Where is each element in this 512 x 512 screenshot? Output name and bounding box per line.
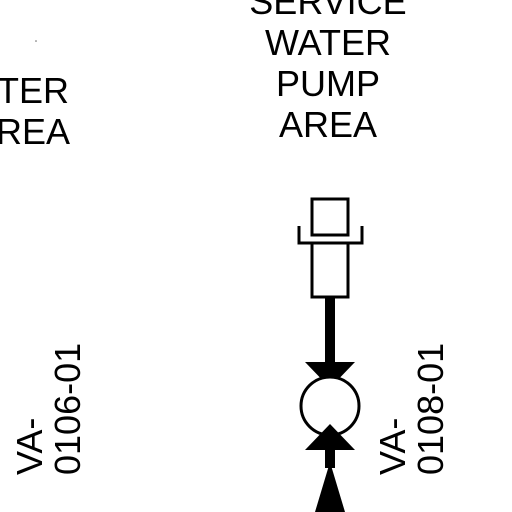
service-water-pump-area-label: SERVICE WATER PUMP AREA <box>228 0 428 145</box>
speck-mark <box>35 40 37 42</box>
actuator-top-box <box>310 197 350 237</box>
area-label-line-4: AREA <box>278 104 378 145</box>
valve-upper-triangle <box>305 362 355 388</box>
left-area-label-line-1: TER <box>0 70 69 111</box>
valve-stem <box>325 297 335 363</box>
area-label-line-1: SERVICE <box>249 0 407 22</box>
valve-lower-triangle <box>305 424 355 450</box>
pipe-segment-lower <box>325 450 335 468</box>
area-label-line-2: WATER <box>265 22 391 63</box>
actuator-body <box>310 241 350 299</box>
left-area-label-line-2: REA <box>0 111 71 152</box>
left-area-label: TER REA <box>0 70 88 152</box>
area-label-line-3: PUMP <box>275 63 380 104</box>
flow-arrow-icon <box>315 462 345 512</box>
